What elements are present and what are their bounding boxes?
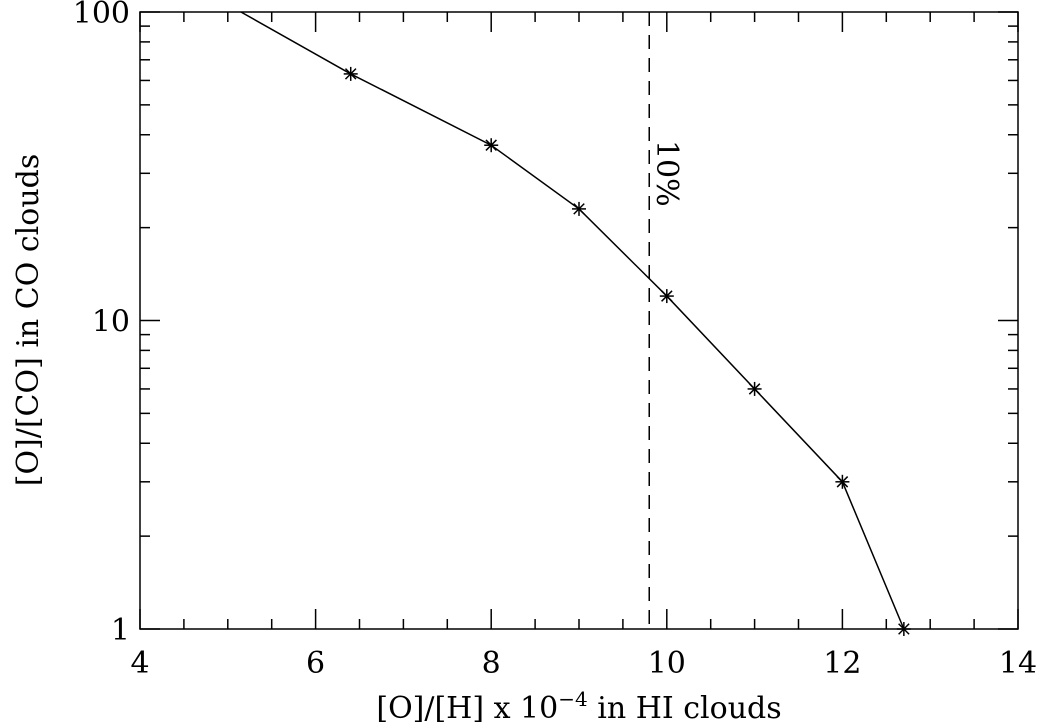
x-tick-label: 8 [482,646,501,681]
y-tick-label: 1 [111,613,130,648]
axis-ticks [139,11,1019,630]
x-tick-label: 12 [823,646,861,681]
tick-labels: 4 6 8 10 12 14 1 10 100 [73,0,1037,681]
data-point [659,289,674,304]
x-axis-title-suffix: in HI clouds [588,691,782,726]
x-axis-title: [O]/[H] x 10−4 in HI clouds [376,687,781,726]
data-point [572,201,586,216]
x-tick-label: 14 [999,646,1037,681]
plot-frame [139,11,1019,630]
x-tick-label: 4 [130,646,149,681]
annotation-10-percent: 10% [649,140,684,207]
y-axis-title: [O]/[CO] in CO clouds [11,154,46,487]
data-point [747,381,762,396]
y-tick-label: 10 [92,305,130,340]
data-markers [343,66,911,636]
y-tick-label: 100 [73,0,130,31]
data-point [484,138,499,153]
x-tick-label: 6 [306,646,325,681]
data-point [835,474,850,489]
data-point [343,66,358,81]
x-axis-title-main: [O]/[H] x 10 [376,691,558,726]
data-point [896,622,911,636]
x-axis-title-exponent: −4 [558,687,587,711]
series-line [240,11,905,630]
x-tick-label: 10 [648,646,686,681]
